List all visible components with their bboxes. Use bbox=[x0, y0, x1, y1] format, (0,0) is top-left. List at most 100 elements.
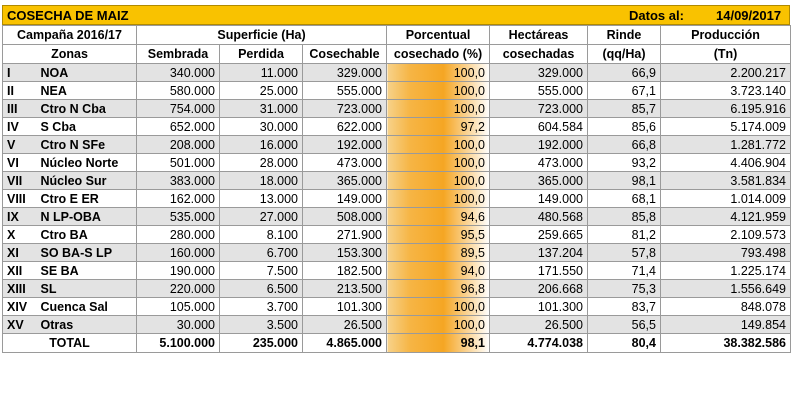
lost-value: 8.100 bbox=[219, 225, 303, 244]
harvestable-value: 213.500 bbox=[302, 279, 387, 298]
prod-value: 4.406.904 bbox=[660, 153, 791, 172]
prod-value: 2.109.573 bbox=[660, 225, 791, 244]
lost-header: Perdida bbox=[219, 44, 303, 64]
campaign-header: Campaña 2016/17 bbox=[2, 25, 137, 45]
harvestable-value: 101.300 bbox=[302, 297, 387, 316]
pct-value: 89,5 bbox=[386, 243, 490, 262]
yield-value: 71,4 bbox=[587, 261, 661, 280]
pct-header-2: cosechado (%) bbox=[386, 44, 490, 64]
total-prod: 38.382.586 bbox=[660, 333, 791, 353]
pct-header-1: Porcentual bbox=[386, 25, 490, 45]
pct-value: 100,0 bbox=[386, 153, 490, 172]
total-yield: 80,4 bbox=[587, 333, 661, 353]
ha-header-2: cosechadas bbox=[489, 44, 588, 64]
zone-number: V bbox=[2, 135, 37, 154]
zone-name: Ctro N Cba bbox=[36, 99, 137, 118]
harvestable-value: 149.000 bbox=[302, 189, 387, 208]
pct-value: 100,0 bbox=[386, 315, 490, 334]
sown-value: 162.000 bbox=[136, 189, 220, 208]
harvestable-value: 365.000 bbox=[302, 171, 387, 190]
date-value: 14/09/2017 bbox=[716, 7, 782, 23]
pct-value: 100,0 bbox=[386, 135, 490, 154]
lost-value: 28.000 bbox=[219, 153, 303, 172]
prod-value: 3.581.834 bbox=[660, 171, 791, 190]
sown-value: 208.000 bbox=[136, 135, 220, 154]
yield-value: 75,3 bbox=[587, 279, 661, 298]
ha-value: 473.000 bbox=[489, 153, 588, 172]
zone-number: XIII bbox=[2, 279, 37, 298]
lost-value: 13.000 bbox=[219, 189, 303, 208]
zone-number: XV bbox=[2, 315, 37, 334]
sown-value: 160.000 bbox=[136, 243, 220, 262]
lost-value: 6.700 bbox=[219, 243, 303, 262]
total-row: TOTAL 5.100.000 235.000 4.865.000 98,1 4… bbox=[2, 333, 791, 353]
total-ha: 4.774.038 bbox=[489, 333, 588, 353]
zone-number: X bbox=[2, 225, 37, 244]
table-row: V Ctro N SFe 208.000 16.000 192.000 100,0 192.… bbox=[2, 135, 791, 154]
sown-value: 105.000 bbox=[136, 297, 220, 316]
lost-value: 3.700 bbox=[219, 297, 303, 316]
header-row-1: Campaña 2016/17 Superficie (Ha) Porcentu… bbox=[2, 25, 791, 45]
prod-value: 2.200.217 bbox=[660, 63, 791, 82]
yield-value: 85,8 bbox=[587, 207, 661, 226]
prod-value: 4.121.959 bbox=[660, 207, 791, 226]
pct-value: 100,0 bbox=[386, 81, 490, 100]
lost-value: 18.000 bbox=[219, 171, 303, 190]
harvestable-value: 153.300 bbox=[302, 243, 387, 262]
pct-value: 95,5 bbox=[386, 225, 490, 244]
zone-number: XI bbox=[2, 243, 37, 262]
prod-value: 5.174.009 bbox=[660, 117, 791, 136]
sown-value: 280.000 bbox=[136, 225, 220, 244]
total-pct: 98,1 bbox=[386, 333, 490, 353]
total-lost: 235.000 bbox=[219, 333, 303, 353]
harvestable-value: 26.500 bbox=[302, 315, 387, 334]
prod-value: 848.078 bbox=[660, 297, 791, 316]
ha-value: 171.550 bbox=[489, 261, 588, 280]
zone-name: N LP-OBA bbox=[36, 207, 137, 226]
total-harvestable: 4.865.000 bbox=[302, 333, 387, 353]
prod-value: 149.854 bbox=[660, 315, 791, 334]
table-row: IX N LP-OBA 535.000 27.000 508.000 94,6 480.56… bbox=[2, 207, 791, 226]
zone-name: SO BA-S LP bbox=[36, 243, 137, 262]
yield-value: 85,6 bbox=[587, 117, 661, 136]
zone-number: IV bbox=[2, 117, 37, 136]
yield-value: 93,2 bbox=[587, 153, 661, 172]
zone-name: SL bbox=[36, 279, 137, 298]
zone-number: VIII bbox=[2, 189, 37, 208]
harvestable-value: 473.000 bbox=[302, 153, 387, 172]
ha-value: 137.204 bbox=[489, 243, 588, 262]
pct-value: 97,2 bbox=[386, 117, 490, 136]
sown-value: 383.000 bbox=[136, 171, 220, 190]
table-row: I NOA 340.000 11.000 329.000 100,0 329.000 66,9… bbox=[2, 63, 791, 82]
harvestable-value: 723.000 bbox=[302, 99, 387, 118]
pct-value: 94,0 bbox=[386, 261, 490, 280]
prod-value: 1.225.174 bbox=[660, 261, 791, 280]
zone-number: IX bbox=[2, 207, 37, 226]
lost-value: 27.000 bbox=[219, 207, 303, 226]
zone-number: II bbox=[2, 81, 37, 100]
zone-name: Núcleo Norte bbox=[36, 153, 137, 172]
yield-header-2: (qq/Ha) bbox=[587, 44, 661, 64]
zone-number: III bbox=[2, 99, 37, 118]
prod-value: 793.498 bbox=[660, 243, 791, 262]
zone-name: Ctro N SFe bbox=[36, 135, 137, 154]
harvestable-value: 192.000 bbox=[302, 135, 387, 154]
prod-value: 1.014.009 bbox=[660, 189, 791, 208]
zone-name: Cuenca Sal bbox=[36, 297, 137, 316]
harvestable-header: Cosechable bbox=[302, 44, 387, 64]
pct-value: 96,8 bbox=[386, 279, 490, 298]
zone-number: I bbox=[2, 63, 37, 82]
zone-name: Otras bbox=[36, 315, 137, 334]
yield-value: 98,1 bbox=[587, 171, 661, 190]
yield-value: 68,1 bbox=[587, 189, 661, 208]
report-title: COSECHA DE MAIZ bbox=[7, 7, 129, 23]
pct-value: 100,0 bbox=[386, 63, 490, 82]
sown-value: 501.000 bbox=[136, 153, 220, 172]
yield-value: 57,8 bbox=[587, 243, 661, 262]
prod-value: 3.723.140 bbox=[660, 81, 791, 100]
table-row: X Ctro BA 280.000 8.100 271.900 95,5 259.665 81… bbox=[2, 225, 791, 244]
ha-value: 26.500 bbox=[489, 315, 588, 334]
lost-value: 11.000 bbox=[219, 63, 303, 82]
zone-number: XIV bbox=[2, 297, 37, 316]
table-row: XIV Cuenca Sal 105.000 3.700 101.300 100,0 101… bbox=[2, 297, 791, 316]
